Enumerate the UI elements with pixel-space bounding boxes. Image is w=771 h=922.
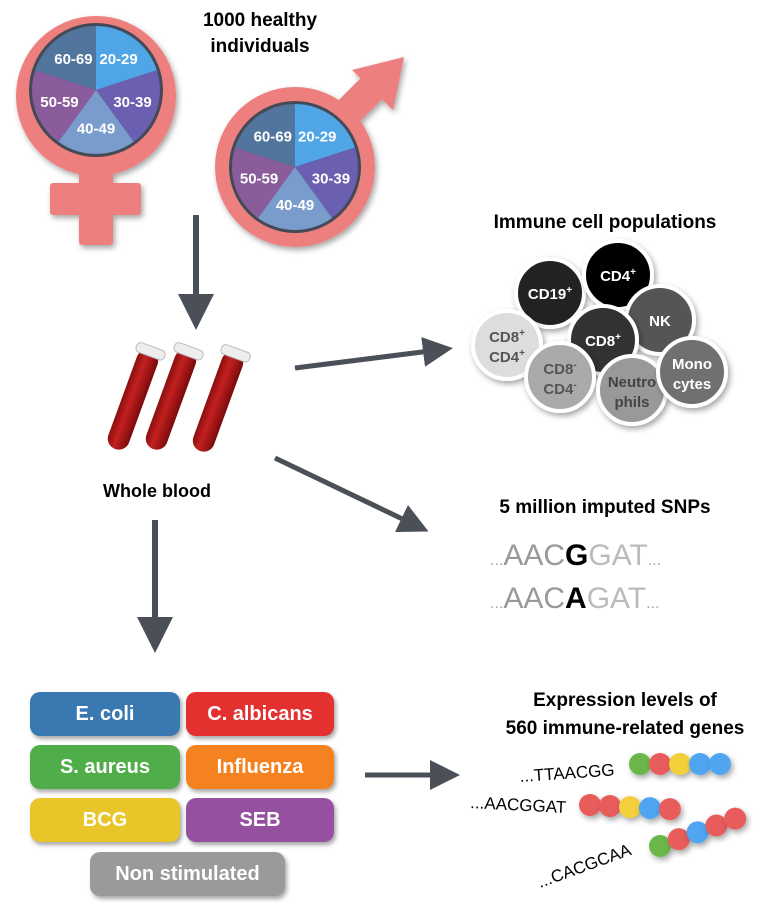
immune-cell-4: CD8+ CD4+ [471,309,543,381]
svg-text:cytes: cytes [673,376,711,393]
arrow-to-snps [273,455,429,533]
pie-slice-20-29 [96,26,157,90]
expression-bead [667,828,690,851]
expression-bead [579,794,601,816]
expression-row: ...TTAACGG [519,753,731,786]
svg-text:Mono: Mono [672,356,712,373]
snp-sequences: ...AACGGAT... ...AACAGAT... [490,539,661,615]
expression-bead [669,753,691,775]
expression-bead [629,753,651,775]
expression-bead [649,753,671,775]
svg-text:Neutro: Neutro [608,374,656,391]
male-age-pie: 20-29 30-39 40-49 50-59 60-69 [229,101,361,233]
pie-slice-50-59 [232,147,295,218]
pie-slice-60-69 [235,104,295,167]
age-label: 50-59 [240,171,278,188]
immune-cell-7: Mono cytes [656,336,728,408]
svg-text:...TTAACGG: ...TTAACGG [519,760,615,786]
stimulus-seb: SEB [186,798,334,842]
expression-title-line2: 560 immune-related genes [506,718,745,739]
expression-row: ...CACGCAA [535,807,747,892]
svg-text:...CACGCAA: ...CACGCAA [535,840,634,892]
svg-text:CD4+: CD4+ [600,267,636,285]
expression-bead [638,797,661,820]
svg-text:CD19+: CD19+ [528,285,572,303]
expression-row: ...AACGGAT [470,793,681,821]
expression-beads: ...TTAACGG ...AACGGAT ...CACGCAA [470,753,747,892]
age-label: 50-59 [40,94,78,111]
pie-slice-20-29 [295,104,355,167]
expression-title-line1: Expression levels of [533,690,717,711]
age-label: 40-49 [276,197,314,214]
expression-bead [649,835,671,857]
expression-bead [705,814,728,837]
immune-cells: CD19+ CD4+ NK CD8+ CD8+ CD4+ CD8- CD4- Neutro phi… [471,239,728,426]
expression-bead [618,796,641,819]
age-label: 30-39 [312,171,350,188]
svg-text:NK: NK [649,313,671,330]
stimulus-e-coli: E. coli [30,692,180,736]
immune-title: Immune cell populations [494,212,717,233]
svg-text:phils: phils [614,394,649,411]
age-label: 30-39 [113,94,151,111]
age-label: 20-29 [298,128,336,145]
stimulus-influenza: Influenza [186,745,334,789]
expression-bead [709,753,731,775]
stimulus-c-albicans: C. albicans [186,692,334,736]
expression-bead [689,753,711,775]
age-label: 40-49 [77,120,115,137]
expression-bead [686,821,709,844]
pie-slice-30-39 [295,147,358,218]
stimulus-non-stimulated: Non stimulated [90,852,285,896]
snps-title: 5 million imputed SNPs [499,497,710,518]
age-label: 20-29 [99,51,137,68]
pie-slice-60-69 [35,26,96,90]
pie-slice-40-49 [257,167,333,231]
immune-cell-0: CD19+ [514,257,586,329]
snp-sequence: ...AACAGAT... [490,582,660,615]
immune-cell-6: Neutro phils [596,354,668,426]
svg-text:CD8+: CD8+ [585,332,621,350]
svg-text:CD8-: CD8- [543,360,576,378]
blood-tubes-icon [107,342,251,452]
stimulus-s-aureus: S. aureus [30,745,180,789]
stimulus-bcg: BCG [30,798,180,842]
pie-slice-50-59 [32,70,96,142]
cohort-title-line1: 1000 healthy [203,10,317,31]
arrow-to-immune-cells [294,336,453,371]
svg-text:CD8+: CD8+ [489,328,525,346]
snp-sequence: ...AACGGAT... [490,539,661,572]
whole-blood-label: Whole blood [103,481,211,501]
immune-cell-5: CD8- CD4- [524,341,596,413]
cohort-title-line2: individuals [210,36,309,57]
pie-slice-40-49 [58,90,134,155]
age-label: 60-69 [254,128,292,145]
pie-slice-30-39 [96,70,161,142]
expression-bead [598,795,621,818]
svg-text:CD4-: CD4- [543,380,576,398]
expression-bead [724,807,747,830]
svg-text:...AACGGAT: ...AACGGAT [470,793,567,817]
age-label: 60-69 [54,51,92,68]
expression-bead [658,798,681,821]
female-age-pie: 20-29 30-39 40-49 50-59 60-69 [29,23,163,157]
svg-text:CD4+: CD4+ [489,348,525,366]
